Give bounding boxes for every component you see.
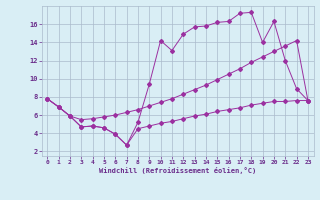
X-axis label: Windchill (Refroidissement éolien,°C): Windchill (Refroidissement éolien,°C) (99, 167, 256, 174)
